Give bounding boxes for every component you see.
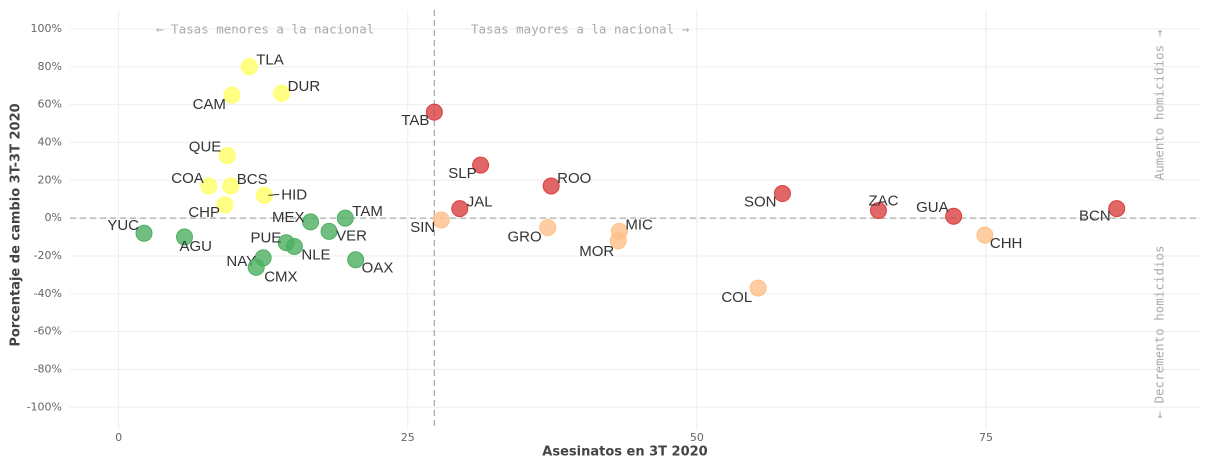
point — [302, 213, 320, 231]
point-label: GRO — [508, 229, 542, 246]
point — [869, 202, 887, 220]
point — [240, 58, 258, 76]
x-axis-title: Asesinatos en 3T 2020 — [542, 445, 707, 459]
point-label: TLA — [256, 52, 284, 69]
point — [609, 232, 627, 250]
point-label: AGU — [180, 238, 213, 255]
point-label: CHP — [188, 204, 220, 221]
point — [222, 177, 240, 195]
point-label: TAM — [352, 203, 383, 220]
point-label: MOR — [579, 243, 614, 260]
point — [1108, 200, 1126, 218]
y-tick-label: 0% — [45, 211, 62, 224]
y-tick-label: 80% — [38, 60, 62, 73]
point — [347, 251, 365, 269]
point — [273, 84, 291, 102]
point — [285, 237, 303, 255]
point — [945, 207, 963, 225]
point-label: SIN — [410, 219, 435, 236]
point-label: VER — [336, 227, 367, 244]
y-tick-label: -80% — [34, 362, 62, 375]
annotation: Tasas mayores a la nacional → — [471, 22, 690, 37]
point — [320, 222, 338, 240]
point — [773, 185, 791, 203]
point — [425, 103, 443, 121]
point-label: ROO — [557, 170, 591, 187]
point — [542, 177, 560, 195]
point-label: MIC — [625, 216, 653, 233]
point-label: DUR — [288, 78, 321, 95]
annotation: Aumento homicidios → — [1152, 29, 1167, 180]
y-tick-label: 60% — [38, 98, 62, 111]
y-tick-label: -20% — [34, 249, 62, 262]
x-tick-label: 50 — [690, 431, 704, 444]
point-label: MEX — [272, 209, 305, 226]
x-tick-label: 0 — [115, 431, 122, 444]
point-label: GUA — [916, 199, 949, 216]
point — [200, 177, 218, 195]
point-label: OAX — [362, 260, 394, 277]
point-label: CMX — [264, 268, 297, 285]
point-label: BCS — [237, 171, 268, 188]
leader-line — [268, 193, 280, 196]
point-label: BCN — [1079, 208, 1111, 225]
y-tick-label: 100% — [31, 22, 62, 35]
y-tick-label: 40% — [38, 135, 62, 148]
point — [216, 196, 234, 214]
point — [432, 211, 450, 229]
point — [472, 156, 490, 174]
point-label: YUC — [107, 217, 139, 234]
point-label: HID — [281, 186, 307, 203]
point — [176, 228, 194, 246]
point — [135, 224, 153, 242]
point-label: SLP — [448, 165, 476, 182]
point — [976, 226, 994, 244]
point-label: ZAC — [868, 193, 898, 210]
annotation: ← Decremento homicidios — [1152, 245, 1167, 418]
annotation: ← Tasas menores a la nacional — [156, 22, 374, 37]
point-label: CHH — [990, 235, 1023, 252]
point-label: COA — [171, 170, 204, 187]
point — [223, 86, 241, 104]
point — [451, 200, 469, 218]
y-tick-label: -60% — [34, 325, 62, 338]
point-label: NLE — [301, 246, 330, 263]
point-label: JAL — [467, 194, 493, 211]
y-tick-label: -100% — [27, 400, 62, 413]
point — [539, 219, 557, 237]
x-tick-label: 75 — [979, 431, 993, 444]
point-label: PUE — [250, 230, 281, 247]
x-tick-label: 25 — [401, 431, 415, 444]
point — [218, 147, 236, 165]
point — [336, 209, 354, 227]
point — [749, 279, 767, 297]
point-label: TAB — [401, 112, 429, 129]
point-label: CAM — [193, 96, 226, 113]
y-tick-label: -40% — [34, 287, 62, 300]
y-axis-title: Porcentaje de cambio 3T-3T 2020 — [9, 103, 24, 346]
point-label: SON — [744, 193, 777, 210]
point-label: COL — [721, 289, 752, 306]
y-tick-label: 20% — [38, 173, 62, 186]
point — [247, 258, 265, 276]
point-label: QUE — [189, 139, 222, 156]
